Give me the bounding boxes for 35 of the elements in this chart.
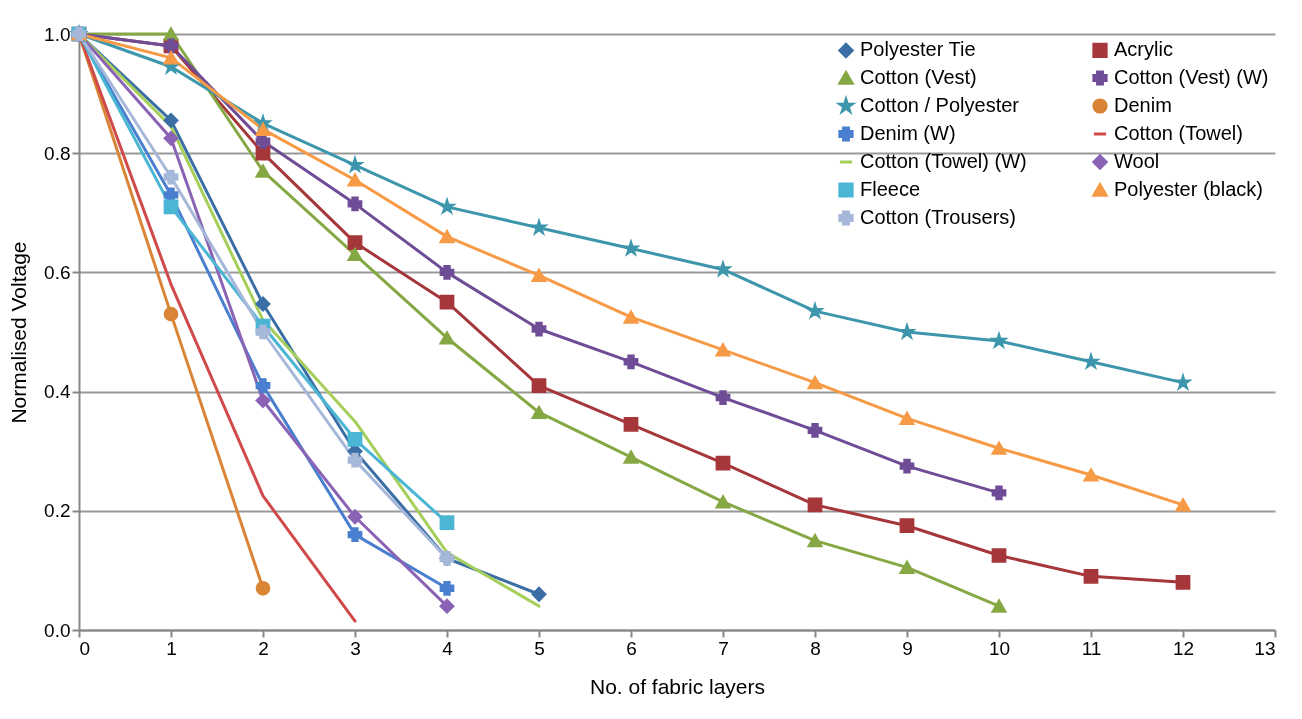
y-tick-label: 0.4 bbox=[44, 381, 71, 403]
x-tick-label: 6 bbox=[626, 637, 637, 659]
x-tick-label: 11 bbox=[1081, 637, 1102, 659]
x-tick-label: 7 bbox=[718, 637, 729, 659]
x-axis-title: No. of fabric layers bbox=[589, 674, 766, 698]
y-tick-label: 0.6 bbox=[44, 261, 71, 283]
legend-label: Polyester Tie bbox=[860, 38, 976, 61]
y-tick-label: 1.0 bbox=[44, 23, 71, 45]
legend-label: Acrylic bbox=[1114, 38, 1173, 61]
legend-label: Wool bbox=[1114, 150, 1160, 172]
x-tick-label: 5 bbox=[534, 637, 545, 659]
y-tick-label: 0.2 bbox=[44, 500, 71, 522]
legend-label: Cotton (Trousers) bbox=[860, 206, 1016, 228]
legend-label: Denim (W) bbox=[860, 122, 956, 144]
legend-label: Cotton (Vest) (W) bbox=[1114, 66, 1269, 88]
x-tick-label: 8 bbox=[810, 637, 821, 659]
x-tick-label: 1 bbox=[166, 637, 177, 659]
legend-label: Cotton (Towel) (W) bbox=[860, 150, 1027, 172]
legend-label: Polyester (black) bbox=[1114, 178, 1263, 200]
legend-label: Cotton (Towel) bbox=[1114, 122, 1243, 144]
x-tick-label: 12 bbox=[1172, 637, 1195, 659]
x-tick-label: 13 bbox=[1254, 637, 1276, 659]
x-tick-label: 2 bbox=[258, 637, 269, 659]
legend-label: Denim bbox=[1114, 94, 1172, 116]
x-tick-label: 3 bbox=[350, 637, 361, 659]
x-tick-label: 0 bbox=[79, 637, 91, 659]
x-tick-label: 4 bbox=[442, 637, 454, 659]
legend-label: Fleece bbox=[860, 178, 921, 200]
x-tick-label: 9 bbox=[902, 637, 913, 659]
legend-label: Cotton (Vest) bbox=[860, 66, 977, 88]
x-tick-label: 10 bbox=[988, 637, 1011, 659]
y-tick-label: 0.0 bbox=[44, 619, 71, 641]
y-axis-title: Normalised Voltage bbox=[7, 241, 31, 424]
y-tick-label: 0.8 bbox=[44, 142, 71, 164]
legend-label: Cotton / Polyester bbox=[860, 94, 1020, 116]
